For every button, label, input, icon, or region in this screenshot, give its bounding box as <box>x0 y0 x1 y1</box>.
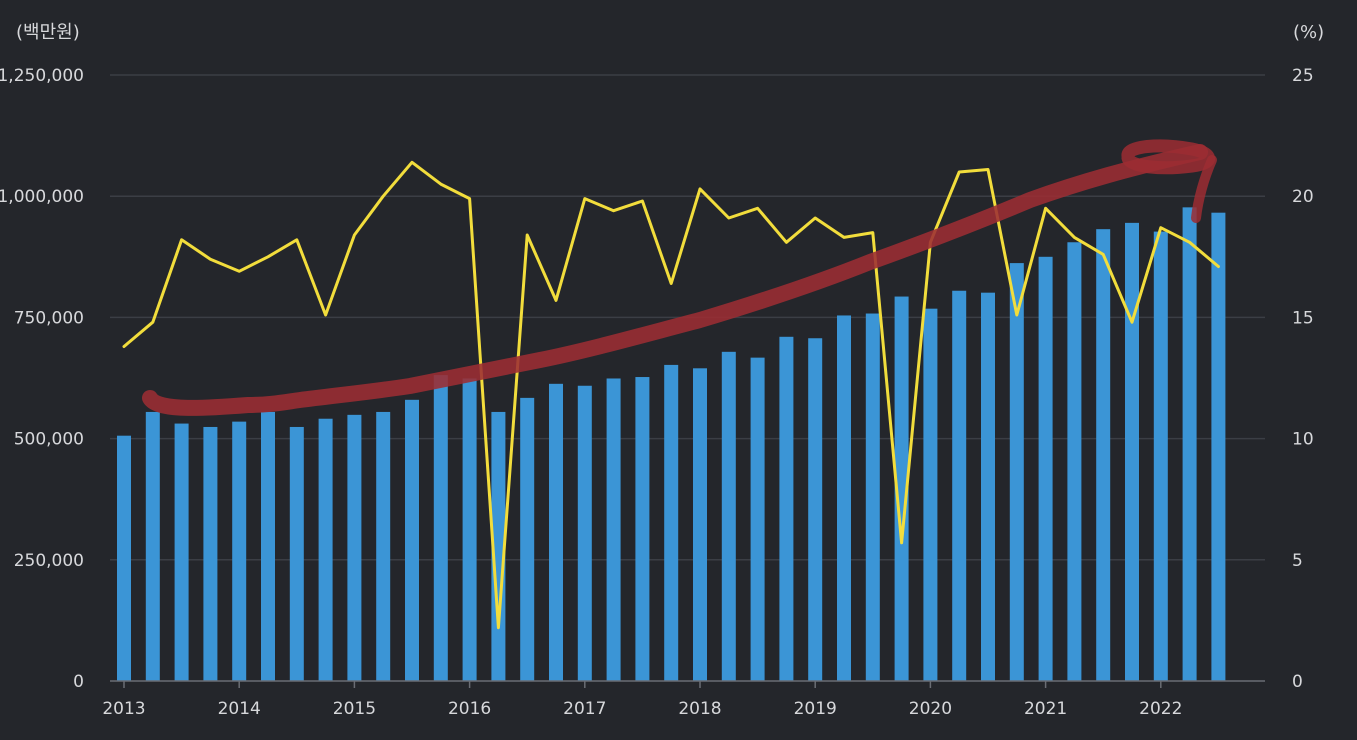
bar <box>491 411 506 681</box>
trend-annotation <box>142 139 1217 416</box>
bar <box>261 411 275 681</box>
bar <box>606 378 621 681</box>
bar <box>1211 212 1226 681</box>
bar <box>405 399 419 681</box>
line-series <box>122 160 1220 630</box>
left-tick-label: 500,000 <box>14 430 84 450</box>
left-axis-unit: (백만원) <box>16 22 80 43</box>
x-tick-label: 2013 <box>102 699 145 719</box>
bar <box>376 411 391 681</box>
bar <box>433 375 448 681</box>
bar <box>174 423 189 681</box>
bar <box>1153 231 1168 681</box>
x-tick-label: 2022 <box>1139 699 1182 719</box>
bar <box>203 426 218 681</box>
right-tick-label: 25 <box>1292 66 1314 86</box>
bar <box>549 383 563 681</box>
bar <box>462 378 477 681</box>
bar <box>721 351 736 681</box>
right-tick-label: 20 <box>1292 187 1314 207</box>
bar <box>865 313 880 681</box>
left-tick-label: 1,000,000 <box>0 187 84 207</box>
bar <box>664 364 679 681</box>
left-tick-label: 250,000 <box>14 551 84 571</box>
bar <box>1038 256 1053 681</box>
right-tick-label: 10 <box>1292 430 1314 450</box>
right-tick-label: 0 <box>1292 672 1303 692</box>
bar <box>1096 229 1111 682</box>
bar <box>894 296 909 681</box>
x-tick-label: 2017 <box>563 699 606 719</box>
bar <box>808 338 823 681</box>
left-axis: 0 250,000 500,000 750,000 1,000,000 1,250,000 <box>0 66 84 692</box>
bar <box>232 421 247 681</box>
left-tick-label: 0 <box>73 672 84 692</box>
trend-stroke-tail <box>1191 155 1217 223</box>
x-tick-label: 2019 <box>794 699 837 719</box>
right-tick-label: 5 <box>1292 551 1303 571</box>
bar <box>952 290 967 681</box>
bar <box>923 308 938 681</box>
x-tick-label: 2016 <box>448 699 491 719</box>
x-tick-label: 2014 <box>218 699 261 719</box>
line-series-path <box>122 160 1220 630</box>
bar <box>145 411 160 681</box>
bar <box>289 426 304 681</box>
bar <box>318 418 333 681</box>
trend-stroke <box>142 144 1208 416</box>
bar <box>981 292 995 681</box>
bar <box>117 435 131 681</box>
bar <box>750 357 765 681</box>
x-tick-label: 2015 <box>333 699 376 719</box>
bar <box>1009 263 1024 681</box>
left-tick-label: 1,250,000 <box>0 66 84 86</box>
right-tick-label: 15 <box>1292 308 1314 328</box>
bar <box>779 336 794 681</box>
x-tick-label: 2021 <box>1024 699 1067 719</box>
right-axis: 0 5 10 15 20 25 <box>1292 66 1314 692</box>
bar <box>577 385 592 681</box>
x-axis: 2013 2014 2015 2016 2017 2018 2019 2020 2021 2022 <box>102 680 1265 719</box>
bar <box>520 397 535 681</box>
x-tick-label: 2018 <box>678 699 721 719</box>
x-tick-label: 2020 <box>909 699 952 719</box>
bar <box>635 377 650 681</box>
right-axis-unit: (%) <box>1293 22 1324 43</box>
bar-series <box>117 207 1226 682</box>
left-tick-label: 750,000 <box>14 308 84 328</box>
bar <box>1182 207 1197 681</box>
bar <box>347 414 362 681</box>
bar <box>693 368 707 681</box>
bar <box>1067 242 1082 682</box>
bar <box>1125 222 1139 681</box>
bar <box>837 315 851 681</box>
